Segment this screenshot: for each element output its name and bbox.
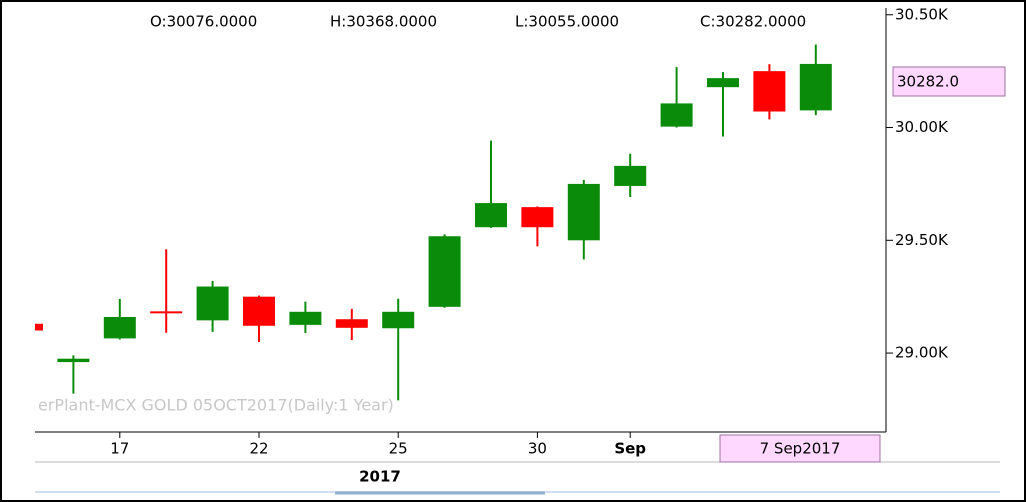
candle-body (799, 63, 832, 111)
candle-body (475, 203, 507, 228)
y-tick-label: 30.00K (895, 118, 949, 136)
candle-body (521, 207, 554, 228)
candle-body (103, 316, 136, 339)
candle-body (243, 296, 275, 326)
y-tick-label: 29.50K (895, 231, 949, 249)
plot (35, 44, 832, 401)
year-label: 2017 (359, 468, 401, 486)
candle-body (57, 358, 90, 363)
candle-body (428, 236, 461, 307)
cursor-box (719, 434, 881, 463)
price-tag: 30282.0 (897, 73, 959, 91)
watermark: erPlant-MCX GOLD 05OCT2017(Daily:1 Year) (38, 396, 394, 415)
cursor-label: 7 Sep2017 (760, 440, 841, 458)
candle-body (335, 319, 368, 328)
ohlc-text: H:30368.0000 (330, 13, 437, 31)
ohlc-text: O:30076.0000 (150, 13, 257, 31)
candle-body (567, 183, 600, 241)
candle-body (289, 311, 322, 325)
candle-body (150, 311, 183, 314)
x-tick-label: 30 (528, 440, 547, 458)
y-tick-label: 30.50K (895, 5, 949, 23)
x-tick-label: 25 (389, 440, 408, 458)
candle-body (35, 323, 43, 331)
ohlc-text: C:30282.0000 (700, 13, 806, 31)
y-tick-label: 29.00K (895, 344, 949, 362)
x-tick-label: 17 (110, 440, 129, 458)
candle-body (614, 165, 647, 186)
x-tick-label: 22 (249, 440, 268, 458)
candle-body (660, 103, 693, 127)
candle-body (753, 71, 786, 112)
ohlc-header: O:30076.0000 H:30368.0000 L:30055.0000 C:30… (150, 13, 806, 31)
price-tag-box (892, 66, 1006, 97)
candle-body (707, 78, 739, 88)
candle-body (382, 311, 415, 329)
x-tick-label: Sep (614, 440, 646, 458)
candle-body (196, 286, 229, 321)
ohlc-text: L:30055.0000 (515, 13, 619, 31)
